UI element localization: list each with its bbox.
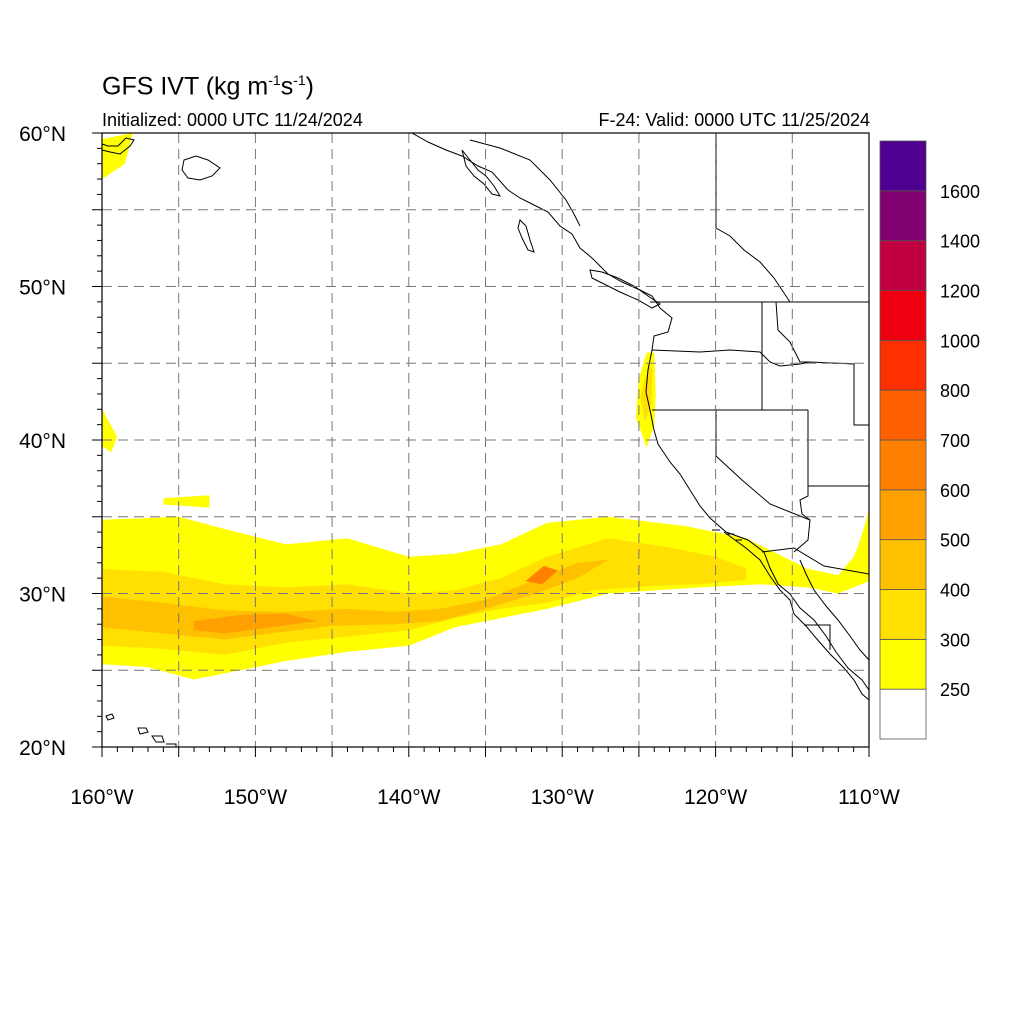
colorbar-label: 600: [940, 481, 970, 501]
map-title: GFS IVT (kg m-1s-1): [102, 72, 314, 101]
alexander-archipelago: [461, 149, 502, 197]
nevada-arizona-border: [793, 410, 811, 553]
colorbar-box: [879, 389, 927, 441]
initialized-label: Initialized: 0000 UTC 11/24/2024: [102, 110, 363, 130]
lat-label: 30°N: [19, 584, 66, 607]
ivt-shading: [102, 133, 869, 680]
axis-ticks: [92, 132, 870, 757]
colorbar-label: 700: [940, 431, 970, 451]
colorbar-label: 1600: [940, 182, 980, 202]
colorbar-box: [879, 240, 927, 291]
mexico-state-border: [804, 624, 831, 650]
lon-label: 110°W: [838, 786, 900, 809]
idaho-border: [761, 301, 869, 426]
lat-label: 20°N: [19, 737, 66, 760]
grid-lines: [102, 133, 869, 747]
colorbar-box: [879, 140, 927, 192]
channel-islands: [712, 529, 742, 541]
alaska-bc-border: [469, 139, 581, 227]
colorbar-box: [879, 190, 927, 242]
colorbar-label: 250: [940, 680, 970, 700]
colorbar-box: [879, 589, 927, 640]
ivt-colorbar: 250 300 400 500 600 700 800 1000 1200 1400 1600: [879, 140, 980, 740]
ivt-region-250: [163, 495, 210, 508]
political-borders: [469, 133, 869, 650]
kodiak-island: [181, 155, 221, 181]
colorbar-label: 400: [940, 581, 970, 601]
lat-label: 40°N: [19, 430, 66, 453]
colorbar-box: [879, 489, 927, 541]
nevada-california-border: [715, 410, 811, 521]
longitude-labels: 160°W 150°W 140°W 130°W 120°W 110°W: [70, 786, 900, 809]
us-mexico-border: [761, 547, 869, 575]
lat-label: 60°N: [19, 123, 66, 146]
lon-label: 160°W: [70, 786, 133, 809]
colorbar-box: [879, 439, 927, 491]
ivt-region-500: [194, 613, 317, 634]
vancouver-island: [589, 269, 661, 309]
ivt-region-250: [102, 133, 133, 180]
colorbar-label: 500: [940, 531, 970, 551]
colorbar-label: 800: [940, 381, 970, 401]
alaska-peninsula: [102, 137, 135, 155]
colorbar-label: 1000: [940, 331, 980, 351]
colorbar-box: [879, 539, 927, 590]
colorbar-label: 1400: [940, 232, 980, 252]
colorbar-box: [879, 638, 927, 690]
colorbar-label: 300: [940, 630, 970, 650]
lat-label: 50°N: [19, 277, 66, 300]
lon-label: 120°W: [684, 786, 747, 809]
gulf-of-california: [799, 559, 869, 661]
baja-california: [723, 531, 869, 701]
lon-label: 130°W: [531, 786, 594, 809]
ivt-region-600: [525, 565, 558, 585]
canada-alaska-border: [715, 133, 791, 303]
colorbar-box: [879, 688, 927, 740]
valid-time-label: F-24: Valid: 0000 UTC 11/25/2024: [598, 110, 871, 130]
haida-gwaii: [517, 219, 535, 253]
colorbar-box: [879, 290, 927, 341]
lon-label: 140°W: [377, 786, 440, 809]
washington-oregon-border: [651, 349, 811, 367]
latitude-labels: 60°N 50°N 40°N 30°N 20°N: [19, 123, 66, 760]
colorbar-label: 1200: [940, 282, 980, 302]
lon-label: 150°W: [224, 786, 287, 809]
hawaii-islands: [105, 713, 177, 747]
colorbar-box: [879, 339, 927, 391]
ivt-region-250: [102, 409, 118, 453]
